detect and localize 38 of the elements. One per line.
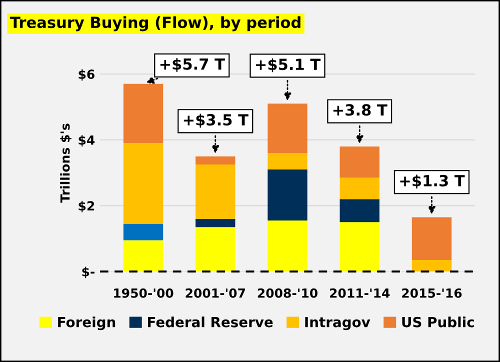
bar xyxy=(123,84,164,144)
annotation: +$5.1 T xyxy=(256,58,321,72)
x-tick-label: 2011-'14 xyxy=(330,288,390,298)
annotation: +$1.3 T xyxy=(400,174,465,188)
annotation: +$3.5 T xyxy=(184,114,248,128)
bar xyxy=(340,222,380,272)
x-tick-label: 1950-'00 xyxy=(114,288,174,298)
bar xyxy=(123,143,164,224)
y-tick-label: $2 xyxy=(78,200,94,212)
bar xyxy=(123,224,164,240)
bar xyxy=(123,240,164,272)
y-tick-label: $- xyxy=(82,266,94,278)
bar xyxy=(268,169,308,220)
x-tick-label: 2015-'16 xyxy=(402,288,462,298)
y-tick-label: $6 xyxy=(78,69,94,81)
bar xyxy=(340,199,380,222)
bar xyxy=(196,164,236,219)
annotation: +$5.7 T xyxy=(160,58,225,72)
bar xyxy=(340,178,380,200)
legend-label: Federal Reserve xyxy=(148,316,273,328)
x-tick-label: 2008-'10 xyxy=(258,288,318,298)
y-axis-title: Trillions $'s xyxy=(60,124,72,203)
bar xyxy=(268,104,308,154)
bar xyxy=(412,217,452,260)
chart-title: Treasury Buying (Flow), by period xyxy=(10,16,300,32)
legend-label: US Public xyxy=(402,316,474,328)
bar xyxy=(412,260,452,272)
bar xyxy=(268,153,308,170)
annotation: +3.8 T xyxy=(333,104,388,116)
legend-label: Intragov xyxy=(305,317,370,330)
legend-label: Foreign xyxy=(58,316,116,330)
x-tick-label: 2001-'07 xyxy=(186,288,245,298)
bar xyxy=(196,156,236,165)
bar xyxy=(196,227,236,272)
bar xyxy=(196,218,236,228)
bar xyxy=(340,146,380,178)
bar xyxy=(268,220,308,272)
y-tick-label: $4 xyxy=(78,135,95,146)
